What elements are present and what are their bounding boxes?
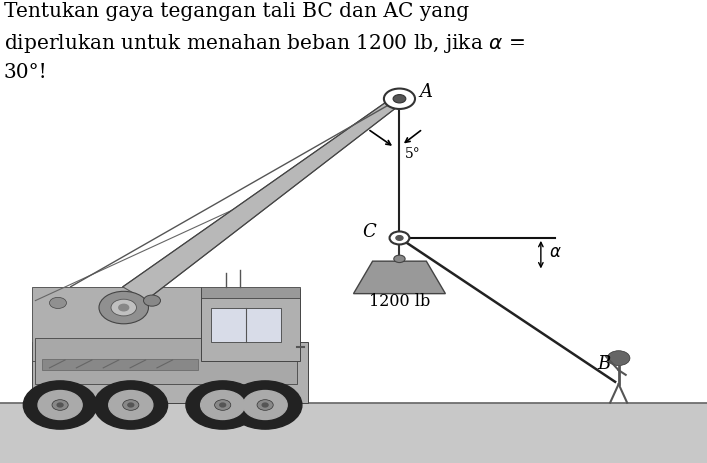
Text: B: B: [597, 354, 611, 372]
Circle shape: [99, 292, 148, 324]
Circle shape: [186, 381, 259, 429]
Circle shape: [23, 381, 97, 429]
Text: 30°!: 30°!: [4, 63, 47, 81]
Circle shape: [262, 403, 268, 407]
Circle shape: [384, 89, 415, 110]
Bar: [42, 359, 198, 370]
Circle shape: [111, 300, 136, 316]
Text: $\alpha$: $\alpha$: [549, 243, 562, 260]
Circle shape: [220, 403, 226, 407]
Circle shape: [201, 391, 245, 419]
Text: 1200 lb: 1200 lb: [369, 293, 430, 310]
Text: C: C: [363, 222, 376, 240]
Circle shape: [128, 403, 134, 407]
Bar: [32, 287, 201, 361]
Bar: [211, 308, 281, 343]
Text: 5°: 5°: [404, 146, 420, 160]
Circle shape: [215, 400, 230, 410]
Circle shape: [607, 351, 630, 366]
Circle shape: [52, 400, 68, 410]
Bar: [35, 338, 297, 384]
Circle shape: [243, 391, 287, 419]
Circle shape: [393, 95, 406, 104]
Bar: [201, 287, 300, 299]
Circle shape: [390, 232, 409, 245]
Circle shape: [57, 403, 63, 407]
Polygon shape: [123, 97, 404, 301]
Circle shape: [123, 400, 139, 410]
Text: diperlukan untuk menahan beban 1200 lb, jika $\alpha$ =: diperlukan untuk menahan beban 1200 lb, …: [4, 32, 525, 56]
Circle shape: [394, 256, 405, 263]
Text: Tentukan gaya tegangan tali BC dan AC yang: Tentukan gaya tegangan tali BC dan AC ya…: [4, 2, 469, 21]
Circle shape: [257, 400, 273, 410]
Circle shape: [144, 295, 160, 307]
Circle shape: [109, 391, 153, 419]
Circle shape: [119, 305, 129, 311]
Bar: [201, 289, 300, 361]
Bar: [32, 343, 308, 403]
Text: A: A: [419, 83, 432, 101]
Bar: [0, 403, 707, 463]
Circle shape: [396, 236, 403, 241]
Polygon shape: [354, 262, 445, 294]
Circle shape: [38, 391, 82, 419]
Circle shape: [94, 381, 168, 429]
Circle shape: [228, 381, 302, 429]
Circle shape: [49, 298, 66, 309]
